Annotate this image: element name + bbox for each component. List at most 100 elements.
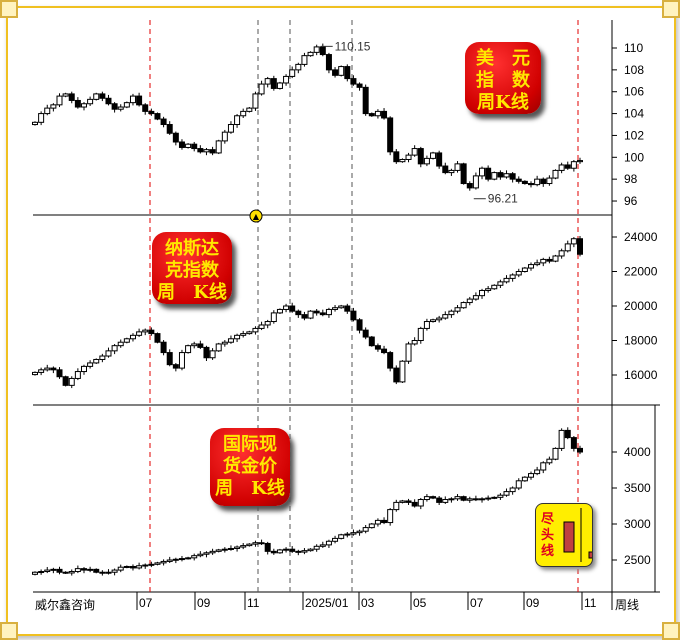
candle-body [276,82,283,89]
y-tick-label: 3500 [624,481,651,495]
candle-body [319,46,326,56]
candle-body [68,93,75,101]
candle-body [540,178,547,185]
badge-nasdaq: 纳斯达 克指数 周 K线 [152,232,232,304]
time-marker-icon: ▲ [253,212,260,221]
candle-body [295,310,302,316]
badge-line: 周 K线 [157,282,227,303]
candle-body [87,98,94,105]
candle-body [362,329,369,338]
candle-body [166,559,173,562]
candle-body [528,183,535,186]
candle-body [515,178,522,182]
candle-body [111,345,118,352]
candle-body [295,63,302,71]
candle-body [215,549,222,552]
candle-body [191,143,198,150]
candle-body [227,338,234,343]
candle-body [289,69,296,77]
candle-body [148,563,155,566]
candle-body [44,107,51,115]
candle-body [301,550,308,553]
candle-body [497,172,504,178]
candle-body [80,103,87,108]
candle-body [203,149,210,153]
date-tick-label: 09 [526,596,540,610]
candle-body [393,367,400,383]
candle-body [479,167,486,177]
candle-body [417,327,424,341]
candle-body [197,148,204,153]
candle-body [56,369,63,378]
candle-body [534,262,541,266]
candle-body [356,83,363,88]
candle-body [313,46,320,53]
candle-body [399,158,406,163]
candle-body [203,346,210,359]
candle-body [423,321,430,329]
candle-body [246,543,253,547]
candle-pattern-icon [563,508,592,562]
candle-body [44,569,51,573]
candle-body [209,149,216,154]
candle-body [172,132,179,143]
candle-body [442,314,449,319]
date-tick-label: 05 [413,596,427,610]
candle-body [417,148,424,165]
candle-body [546,177,553,185]
candle-body [491,496,498,499]
candle-body [240,110,247,117]
candle-body [503,173,510,178]
candle-body [399,360,406,383]
candle-body [246,107,253,112]
candle-body [344,533,351,536]
candle-body [387,352,394,369]
candle-body [546,458,553,464]
candle-body [32,571,38,575]
candle-body [197,553,204,557]
candle-body [289,305,296,312]
candle-body [497,281,504,286]
frame-corner-ornament [0,0,18,18]
candle-body [509,173,516,180]
badge-dxy: 美 元 指 数 周K线 [465,42,541,114]
candle-body [258,324,265,329]
candle-body [436,152,443,167]
candle-body [405,343,412,362]
candle-body [319,312,326,316]
candle-body [221,131,228,142]
candle-body [264,321,271,326]
candle-body [454,307,461,312]
candle-body [203,552,210,555]
candle-body [466,183,473,189]
frame-corner-ornament [0,622,18,640]
candle-body [411,501,418,507]
candle-body [540,258,547,264]
candle-body [283,75,290,84]
candle-body [460,163,467,185]
date-tick-label: 03 [361,596,375,610]
candle-body [540,462,547,471]
y-tick-label: 3000 [624,517,651,531]
y-tick-label: 110 [624,41,643,55]
badge-line: 周 K线 [215,478,285,499]
candle-body [307,310,314,319]
candle-body [191,343,198,347]
candle-body [148,110,155,115]
candle-body [332,69,339,76]
candle-body [185,345,192,354]
candle-body [295,550,302,553]
candle-body [577,238,583,255]
candle-body [56,95,63,106]
candle-body [393,151,400,163]
candle-body [356,530,363,534]
y-tick-label: 20000 [624,299,658,313]
candle-body [240,333,247,336]
candle-body [301,55,308,65]
candle-body [68,571,75,574]
candle-body [454,163,461,171]
date-tick-label: 07 [139,596,153,610]
candle-body [38,571,45,574]
candle-body [381,348,388,354]
candle-body [521,267,528,272]
